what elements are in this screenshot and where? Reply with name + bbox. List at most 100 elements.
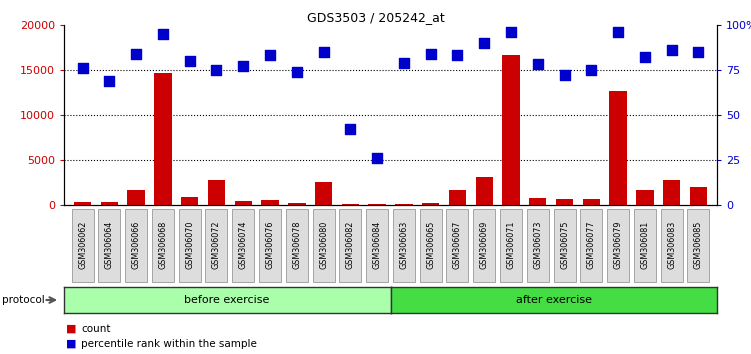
Bar: [636, 190, 653, 205]
Bar: [369, 204, 386, 205]
Bar: [152, 209, 174, 282]
Bar: [687, 209, 710, 282]
Bar: [609, 91, 627, 205]
Text: GSM306067: GSM306067: [453, 221, 462, 269]
Point: [210, 67, 222, 73]
Text: GSM306075: GSM306075: [560, 221, 569, 269]
Text: GSM306064: GSM306064: [105, 221, 114, 269]
Bar: [420, 209, 442, 282]
Text: before exercise: before exercise: [185, 295, 270, 305]
Point: [612, 29, 624, 35]
Bar: [449, 190, 466, 205]
Point: [478, 40, 490, 46]
Text: GSM306068: GSM306068: [158, 221, 167, 269]
Bar: [475, 177, 493, 205]
Text: percentile rank within the sample: percentile rank within the sample: [81, 339, 257, 349]
Bar: [288, 202, 306, 205]
Text: protocol: protocol: [2, 295, 44, 305]
Bar: [395, 204, 412, 205]
Bar: [208, 180, 225, 205]
Point: [371, 155, 383, 161]
Point: [264, 53, 276, 58]
Bar: [500, 209, 522, 282]
Point: [532, 62, 544, 67]
Point: [451, 53, 463, 58]
Point: [318, 49, 330, 55]
Bar: [128, 190, 145, 205]
Bar: [312, 209, 334, 282]
Point: [157, 31, 169, 37]
Text: GSM306085: GSM306085: [694, 221, 703, 269]
Bar: [366, 209, 388, 282]
Text: GSM306071: GSM306071: [506, 221, 515, 269]
Point: [104, 78, 116, 84]
Bar: [154, 73, 172, 205]
Bar: [663, 180, 680, 205]
Text: after exercise: after exercise: [516, 295, 592, 305]
Text: GSM306077: GSM306077: [587, 221, 596, 269]
Bar: [447, 209, 469, 282]
Bar: [232, 209, 255, 282]
Text: ■: ■: [66, 324, 77, 333]
Point: [559, 73, 571, 78]
Bar: [502, 55, 520, 205]
Bar: [234, 201, 252, 205]
Text: GSM306083: GSM306083: [667, 221, 676, 269]
Text: GSM306080: GSM306080: [319, 221, 328, 269]
Bar: [581, 209, 602, 282]
Point: [398, 60, 410, 65]
Bar: [101, 202, 118, 205]
Text: GSM306072: GSM306072: [212, 221, 221, 269]
Bar: [661, 209, 683, 282]
Bar: [125, 209, 147, 282]
Bar: [634, 209, 656, 282]
Bar: [583, 199, 600, 205]
Bar: [556, 199, 573, 205]
Bar: [342, 204, 359, 205]
Bar: [689, 187, 707, 205]
Text: GSM306066: GSM306066: [131, 221, 140, 269]
Bar: [422, 202, 439, 205]
Point: [130, 51, 142, 57]
Bar: [393, 209, 415, 282]
Point: [692, 49, 704, 55]
Text: GSM306078: GSM306078: [292, 221, 301, 269]
Text: GSM306081: GSM306081: [641, 221, 650, 269]
Point: [184, 58, 196, 64]
Bar: [98, 209, 120, 282]
Bar: [529, 198, 547, 205]
Bar: [286, 209, 308, 282]
Bar: [607, 209, 629, 282]
Text: GSM306063: GSM306063: [400, 221, 409, 269]
Bar: [74, 202, 92, 205]
Text: GSM306074: GSM306074: [239, 221, 248, 269]
Text: GSM306076: GSM306076: [266, 221, 275, 269]
Point: [424, 51, 436, 57]
Point: [505, 29, 517, 35]
Text: ■: ■: [66, 339, 77, 349]
Text: GSM306082: GSM306082: [346, 221, 355, 269]
Point: [237, 63, 249, 69]
Text: GSM306069: GSM306069: [480, 221, 489, 269]
Text: GDS3503 / 205242_at: GDS3503 / 205242_at: [306, 11, 445, 24]
Point: [665, 47, 677, 53]
Bar: [473, 209, 495, 282]
Bar: [315, 182, 332, 205]
Point: [291, 69, 303, 75]
Bar: [526, 209, 549, 282]
Bar: [339, 209, 361, 282]
Text: GSM306070: GSM306070: [185, 221, 195, 269]
Bar: [206, 209, 228, 282]
Text: GSM306073: GSM306073: [533, 221, 542, 269]
Bar: [181, 197, 198, 205]
Bar: [261, 200, 279, 205]
Bar: [179, 209, 201, 282]
Bar: [71, 209, 94, 282]
Bar: [553, 209, 575, 282]
Text: GSM306062: GSM306062: [78, 221, 87, 269]
Point: [639, 55, 651, 60]
Text: GSM306065: GSM306065: [426, 221, 435, 269]
Text: GSM306084: GSM306084: [372, 221, 382, 269]
Point: [77, 65, 89, 71]
Text: GSM306079: GSM306079: [614, 221, 623, 269]
